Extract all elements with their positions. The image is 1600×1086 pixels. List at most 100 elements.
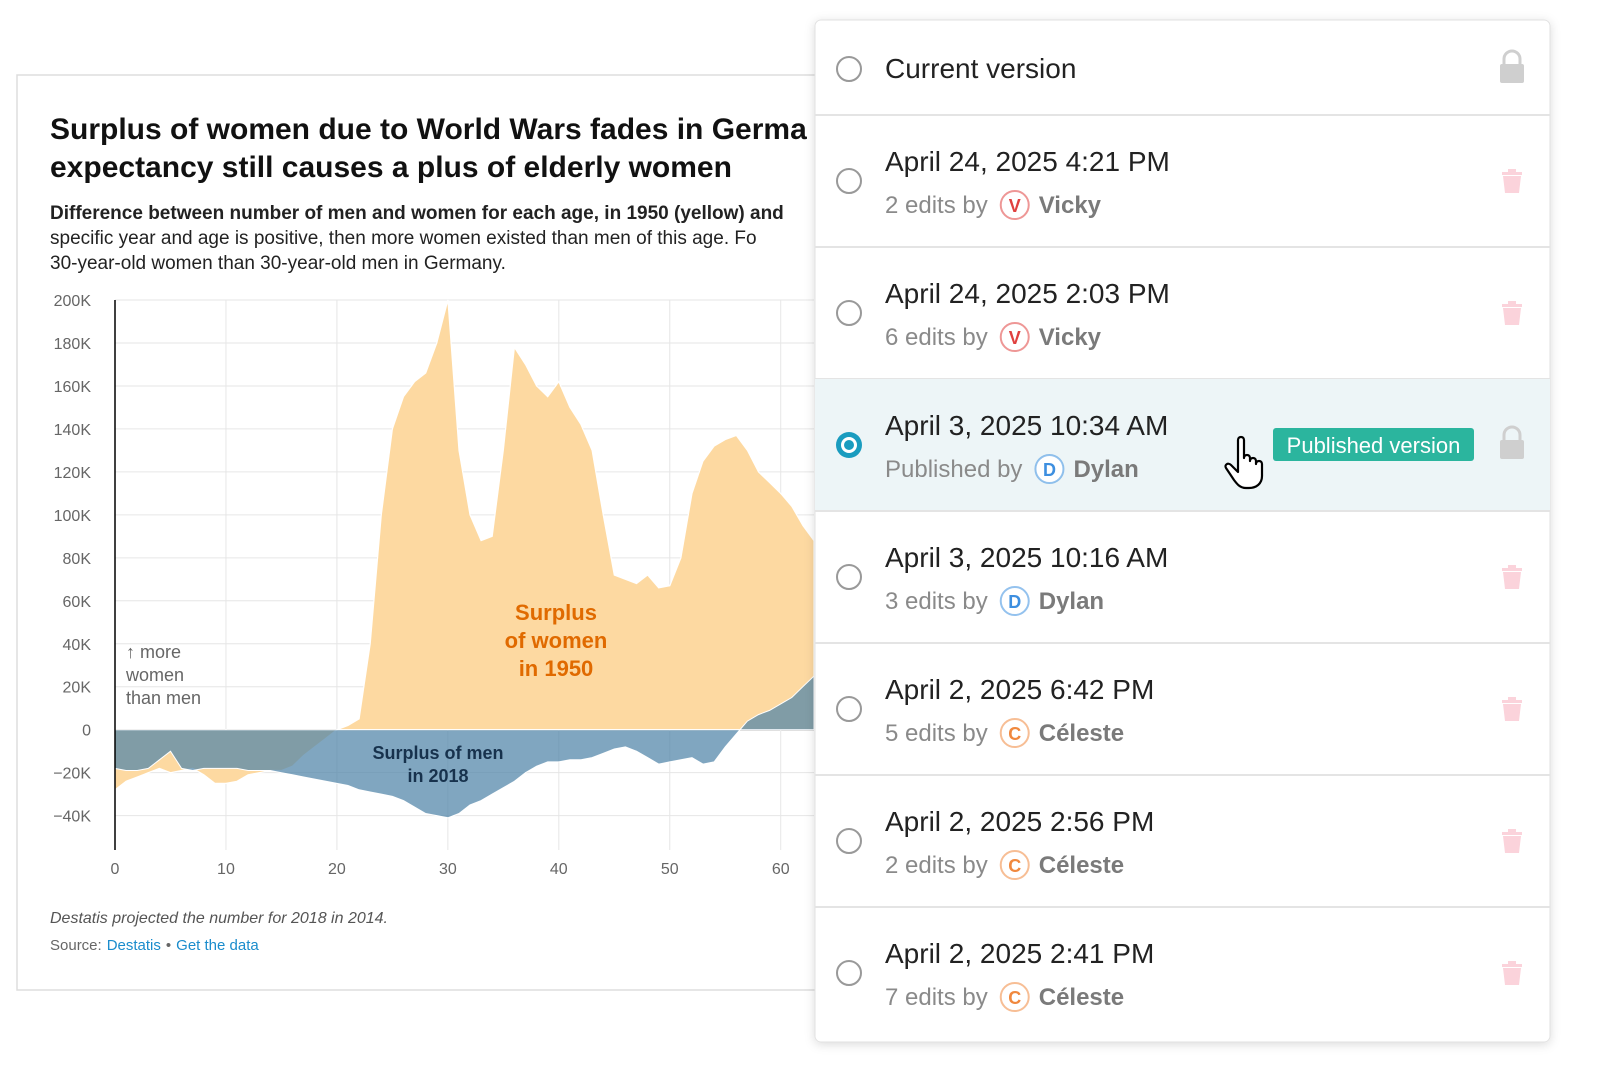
version-row[interactable]: April 3, 2025 10:16 AM 3 edits by D Dylan [815, 542, 1550, 644]
version-list: Current version April 24, 2025 4:21 PM 2 e… [815, 49, 1550, 1012]
x-tick-label: 10 [217, 861, 235, 878]
cursor [1224, 435, 1264, 490]
x-tick-label: 40 [550, 861, 568, 878]
y-tick-label: 140K [54, 422, 92, 439]
y-tick-label: −20K [53, 766, 91, 783]
avatar [999, 586, 1030, 616]
y-tick-label: −40K [53, 809, 91, 826]
chart-description: specific year and age is positive, then … [50, 228, 757, 249]
source-link[interactable]: Destatis [107, 937, 161, 954]
radio[interactable] [836, 564, 862, 590]
radio-dot [844, 440, 854, 450]
area-0 [114, 299, 815, 792]
y-tick-label: 80K [63, 551, 92, 568]
badge-label: Published version [1287, 433, 1461, 458]
chart-description: 30-year-old women than 30-year-old men i… [50, 253, 506, 274]
version-action: 7 edits by [885, 984, 988, 1011]
delete-icon[interactable] [1502, 301, 1522, 325]
version-row[interactable]: Current version [815, 49, 1550, 116]
author-name: Vicky [1039, 192, 1102, 219]
x-tick-label: 50 [661, 861, 679, 878]
avatar-initial: C [1008, 856, 1021, 876]
delete-icon[interactable] [1502, 565, 1522, 589]
delete-icon[interactable] [1502, 961, 1522, 985]
delete-icon[interactable] [1502, 697, 1522, 721]
badge [1273, 428, 1474, 461]
version-row[interactable]: April 2, 2025 2:41 PM 7 edits by C Céleste [836, 938, 1522, 1012]
version-row[interactable]: April 2, 2025 6:42 PM 5 edits by C Céleste [815, 674, 1550, 776]
avatar-initial: V [1009, 328, 1021, 348]
annotation: than men [126, 688, 201, 708]
annotation: Surplus [515, 600, 597, 625]
annotation: of women [505, 628, 608, 653]
avatar-initial: V [1009, 196, 1021, 216]
avatar [999, 718, 1030, 748]
separator: • [166, 937, 171, 954]
source-label: Source: [50, 937, 102, 954]
avatar-initial: C [1008, 724, 1021, 744]
chart-title: expectancy still causes a plus of elderl… [50, 151, 732, 184]
author-name: Céleste [1039, 984, 1124, 1011]
y-tick-label: 40K [63, 637, 92, 654]
y-tick-label: 0 [82, 723, 91, 740]
data-link[interactable]: Get the data [176, 937, 259, 954]
annotation: Surplus of men [372, 743, 503, 763]
avatar [999, 190, 1030, 220]
x-tick-label: 20 [328, 861, 346, 878]
y-tick-label: 120K [54, 465, 92, 482]
radio[interactable] [836, 828, 862, 854]
version-action: 3 edits by [885, 588, 988, 615]
y-tick-label: 60K [63, 594, 92, 611]
y-tick-label: 100K [54, 508, 92, 525]
avatar [999, 850, 1030, 880]
chart-description: Difference between number of men and wom… [50, 203, 784, 224]
version-action: 5 edits by [885, 720, 988, 747]
area-1 [114, 674, 815, 819]
version-date: April 2, 2025 2:56 PM [885, 806, 1154, 837]
annotation: ↑ more [126, 642, 181, 662]
version-row[interactable]: April 3, 2025 10:34 AM Published by D Dylan… [815, 379, 1550, 512]
version-date: April 24, 2025 4:21 PM [885, 146, 1170, 177]
radio[interactable] [836, 300, 862, 326]
x-tick-label: 60 [772, 861, 790, 878]
source-line: Source: Destatis • Get the data [50, 937, 259, 954]
radio[interactable] [836, 960, 862, 986]
version-date: April 2, 2025 6:42 PM [885, 674, 1154, 705]
y-tick-label: 160K [54, 379, 92, 396]
avatar [1034, 454, 1065, 484]
author-name: Vicky [1039, 324, 1102, 351]
annotation: women [125, 665, 184, 685]
version-row[interactable]: April 24, 2025 4:21 PM 2 edits by V Vicky [815, 146, 1550, 248]
avatar [999, 322, 1030, 352]
version-row[interactable]: April 2, 2025 2:56 PM 2 edits by C Céleste [815, 806, 1550, 908]
author-name: Dylan [1039, 588, 1104, 615]
lock-body [1500, 64, 1524, 83]
avatar [999, 982, 1030, 1012]
version-action: 6 edits by [885, 324, 988, 351]
chart-note: Destatis projected the number for 2018 i… [50, 910, 388, 927]
version-action: Published by [885, 456, 1022, 483]
delete-icon[interactable] [1502, 169, 1522, 193]
version-action: 2 edits by [885, 192, 988, 219]
version-date: Current version [885, 53, 1076, 84]
y-tick-label: 20K [63, 680, 92, 697]
radio[interactable] [836, 168, 862, 194]
lock-icon [1502, 49, 1522, 65]
version-panel [814, 19, 1551, 1043]
chart-title: Surplus of women due to World Wars fades… [50, 113, 807, 146]
version-date: April 2, 2025 2:41 PM [885, 938, 1154, 969]
author-name: Dylan [1073, 456, 1138, 483]
x-tick-label: 0 [111, 861, 120, 878]
y-tick-label: 200K [54, 293, 92, 310]
avatar-initial: D [1008, 592, 1021, 612]
avatar-initial: C [1008, 988, 1021, 1008]
annotation: in 1950 [519, 656, 594, 681]
version-date: April 3, 2025 10:16 AM [885, 542, 1168, 573]
radio[interactable] [836, 696, 862, 722]
lock-icon [1502, 425, 1522, 441]
version-date: April 24, 2025 2:03 PM [885, 278, 1170, 309]
delete-icon[interactable] [1502, 829, 1522, 853]
chart: Surplus of women due to World Wars fades… [50, 113, 815, 954]
radio[interactable] [836, 56, 862, 82]
